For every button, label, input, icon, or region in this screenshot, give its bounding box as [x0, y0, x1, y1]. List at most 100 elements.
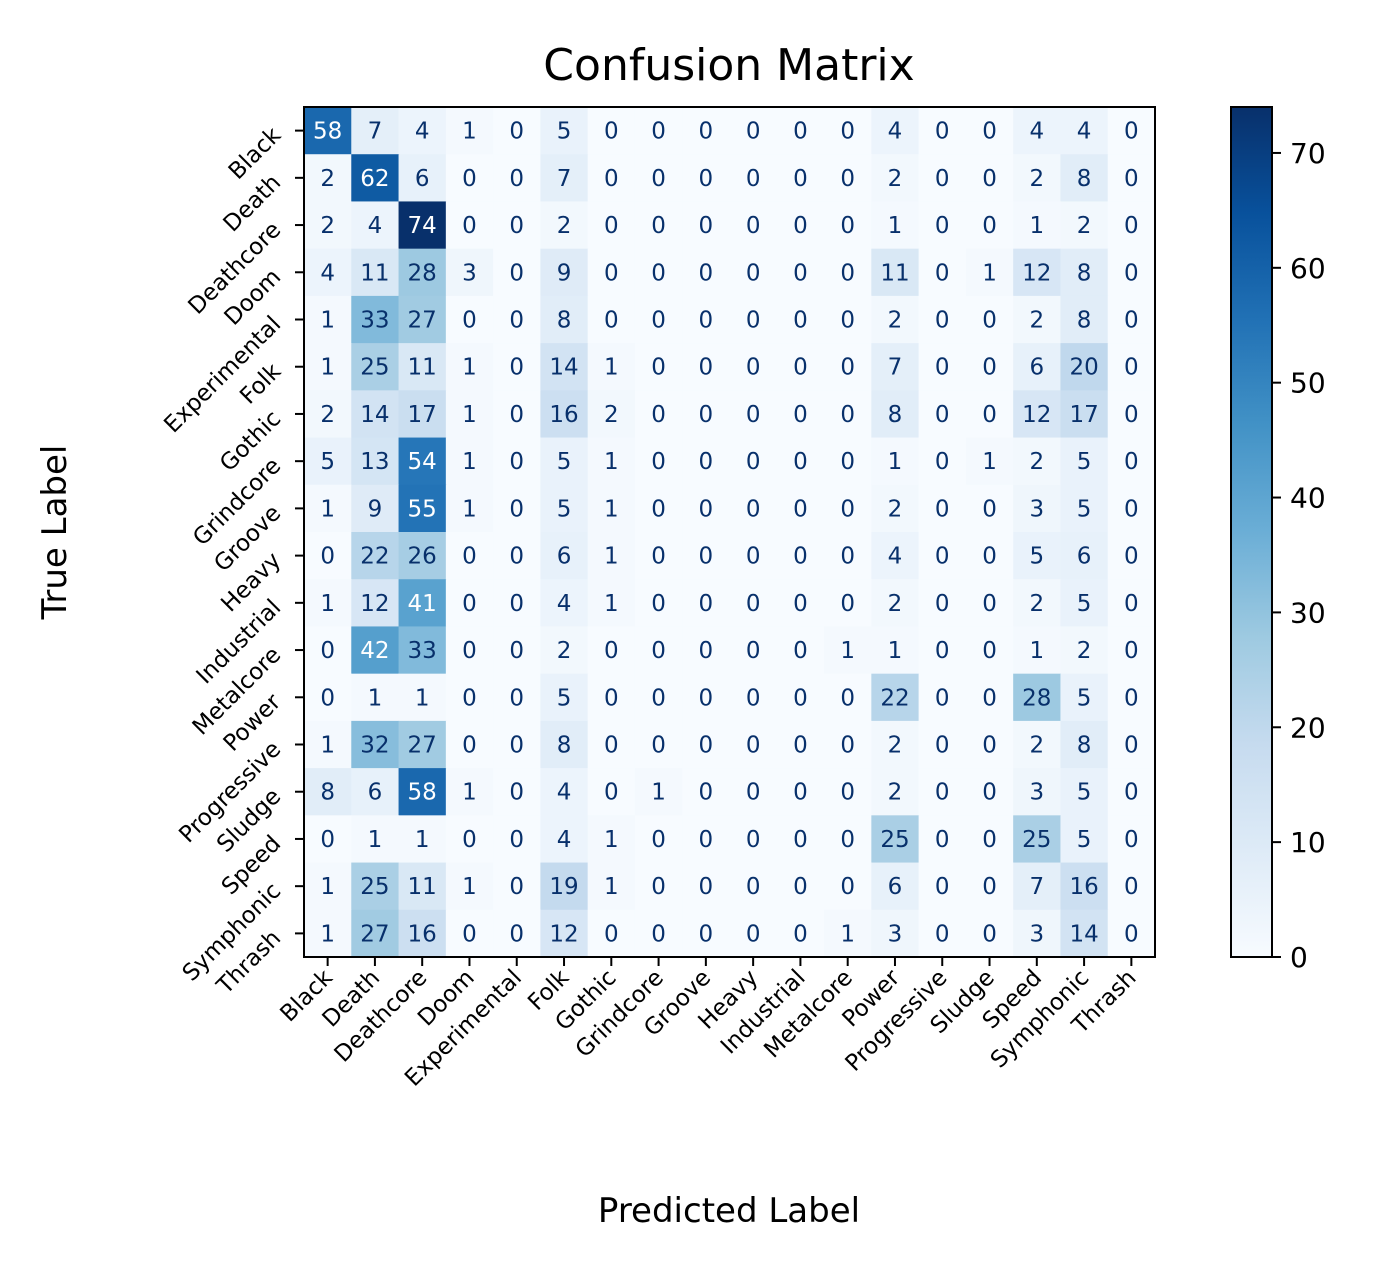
- cell-value: 0: [746, 496, 761, 522]
- cell-value: 0: [935, 874, 950, 900]
- cell-grindcore-deathcore: [398, 437, 447, 486]
- cell-industrial-black: [304, 579, 352, 628]
- cell-value: 0: [1124, 733, 1139, 759]
- cell-power-industrial: [776, 673, 825, 722]
- cell-black-black: [304, 107, 352, 155]
- cell-sludge-deathcore: [398, 768, 447, 816]
- cell-value: 0: [935, 921, 950, 947]
- cell-speed-gothic: [587, 815, 636, 864]
- cell-folk-progressive: [918, 343, 967, 391]
- cell-value: 8: [1077, 308, 1092, 334]
- cell-groove-black: [304, 484, 352, 533]
- cell-value: 0: [746, 685, 761, 711]
- cell-value: 0: [935, 166, 950, 192]
- heatmap-cells: [304, 107, 1156, 958]
- cell-value: 0: [982, 685, 997, 711]
- cell-speed-grindcore: [634, 815, 683, 864]
- cell-heavy-metalcore: [824, 532, 872, 580]
- cell-value: 0: [982, 921, 997, 947]
- cell-value: 0: [462, 638, 477, 664]
- cell-thrash-industrial: [776, 909, 825, 958]
- cell-progressive-heavy: [729, 720, 778, 769]
- cell-industrial-death: [351, 579, 400, 628]
- cell-value: 1: [604, 496, 619, 522]
- cell-speed-deathcore: [398, 815, 447, 864]
- cell-value: 0: [793, 496, 808, 522]
- cell-doom-black: [304, 248, 352, 297]
- cell-value: 0: [840, 402, 855, 428]
- cell-progressive-grindcore: [634, 720, 683, 769]
- cell-value: 0: [1124, 827, 1139, 853]
- cell-value: 0: [935, 827, 950, 853]
- cell-speed-power: [871, 815, 920, 864]
- cell-symphonic-black: [304, 862, 352, 911]
- cell-metalcore-groove: [682, 626, 731, 675]
- cell-value: 2: [1077, 213, 1092, 239]
- cell-industrial-groove: [682, 579, 731, 628]
- cell-thrash-symphonic: [1060, 909, 1109, 958]
- cell-value: 0: [651, 591, 666, 617]
- cell-value: 14: [1069, 921, 1098, 947]
- cell-thrash-folk: [540, 909, 589, 958]
- cell-value: 4: [888, 544, 903, 570]
- cell-value: 0: [982, 119, 997, 145]
- cell-thrash-progressive: [918, 909, 967, 958]
- cell-value: 5: [1077, 496, 1092, 522]
- cell-death-gothic: [587, 154, 636, 203]
- cell-value: 54: [408, 449, 437, 475]
- cell-symphonic-doom: [445, 862, 494, 911]
- cell-symphonic-progressive: [918, 862, 967, 911]
- cell-experimental-thrash: [1107, 295, 1156, 344]
- cell-industrial-speed: [1013, 579, 1062, 628]
- cell-value: 2: [604, 402, 619, 428]
- cell-symphonic-industrial: [776, 862, 825, 911]
- cell-industrial-symphonic: [1060, 579, 1109, 628]
- cell-value: 0: [509, 119, 524, 145]
- cell-heavy-progressive: [918, 532, 967, 580]
- colorbar-ticks: 0 10 20 30 40 50 60 70: [1272, 137, 1326, 974]
- cell-value: 0: [699, 544, 714, 570]
- cell-gothic-groove: [682, 390, 731, 439]
- cell-value: 0: [793, 638, 808, 664]
- cell-death-doom: [445, 154, 494, 203]
- cell-speed-groove: [682, 815, 731, 864]
- cell-value: 1: [462, 402, 477, 428]
- cell-value: 0: [651, 449, 666, 475]
- cell-industrial-industrial: [776, 579, 825, 628]
- cell-gothic-progressive: [918, 390, 967, 439]
- cell-value: 7: [888, 355, 903, 381]
- cell-deathcore-black: [304, 201, 352, 250]
- cell-power-doom: [445, 673, 494, 722]
- cell-value: 16: [1069, 874, 1098, 900]
- cell-metalcore-deathcore: [398, 626, 447, 675]
- cell-value: 0: [935, 449, 950, 475]
- cell-experimental-death: [351, 295, 400, 344]
- cell-sludge-death: [351, 768, 400, 816]
- cell-groove-progressive: [918, 484, 967, 533]
- cell-value: 0: [509, 260, 524, 286]
- cell-value: 8: [1077, 166, 1092, 192]
- cell-value: 0: [462, 685, 477, 711]
- cell-value: 4: [368, 213, 383, 239]
- cell-grindcore-heavy: [729, 437, 778, 486]
- cell-value: 32: [360, 733, 389, 759]
- cell-value: 0: [462, 213, 477, 239]
- cell-deathcore-symphonic: [1060, 201, 1109, 250]
- cell-value: 4: [415, 119, 430, 145]
- cell-value: 0: [746, 638, 761, 664]
- cell-value: 0: [462, 591, 477, 617]
- cell-heavy-gothic: [587, 532, 636, 580]
- cell-value: 13: [360, 449, 389, 475]
- cell-value: 0: [1124, 496, 1139, 522]
- cell-grindcore-symphonic: [1060, 437, 1109, 486]
- cell-heavy-groove: [682, 532, 731, 580]
- cell-value: 0: [982, 402, 997, 428]
- cell-heavy-symphonic: [1060, 532, 1109, 580]
- cell-thrash-gothic: [587, 909, 636, 958]
- cell-value: 2: [557, 213, 572, 239]
- cell-value: 22: [360, 544, 389, 570]
- cell-value: 16: [408, 921, 437, 947]
- cell-value: 0: [699, 308, 714, 334]
- cell-heavy-power: [871, 532, 920, 580]
- cell-value: 0: [840, 827, 855, 853]
